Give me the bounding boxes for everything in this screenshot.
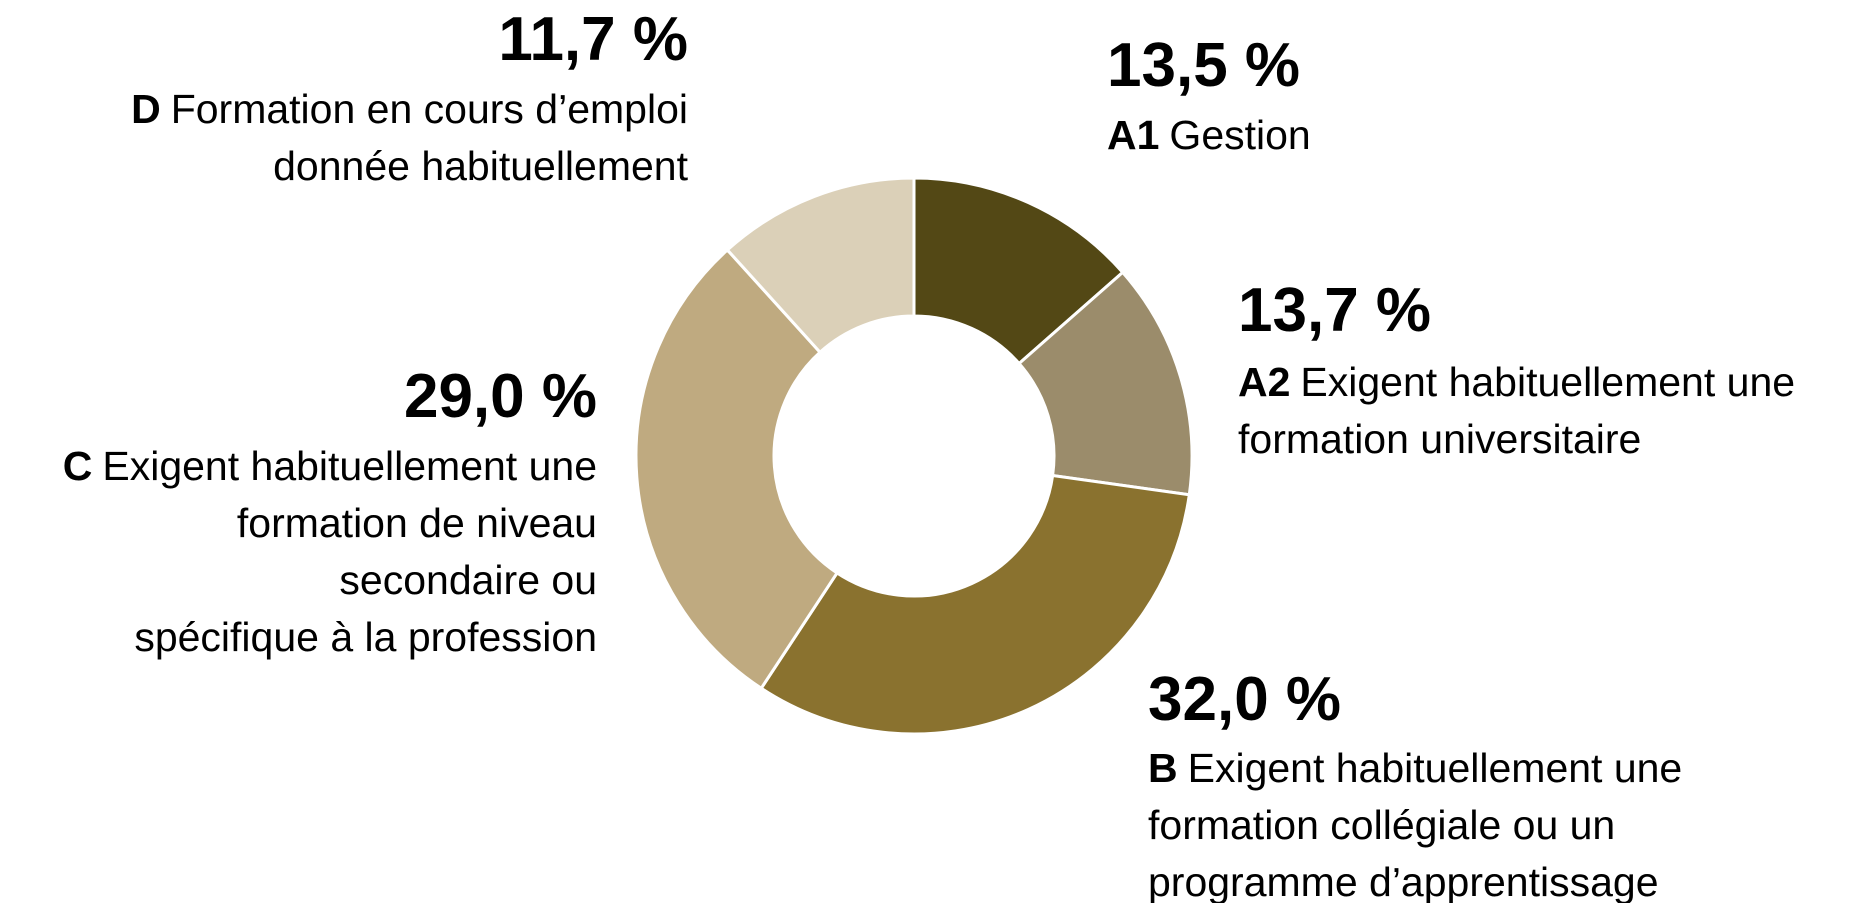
category-label: A2 Exigent habituellement une (1238, 359, 1795, 405)
category-code: D (131, 86, 161, 132)
value-label: 32,0 % (1148, 665, 1341, 734)
category-label-line: Gestion (1169, 112, 1310, 158)
category-label-line: Formation en cours d’emploi (171, 86, 688, 132)
category-label-line: programme d’apprentissage (1148, 859, 1659, 903)
value-label: 29,0 % (404, 362, 597, 431)
category-label-line: secondaire ou (339, 557, 597, 603)
category-label: A1 Gestion (1107, 112, 1311, 158)
category-label: secondaire ou (339, 557, 597, 603)
category-label-line: formation collégiale ou un (1148, 802, 1615, 848)
category-label: C Exigent habituellement une (63, 443, 597, 489)
category-label-line: Exigent habituellement une (1300, 359, 1795, 405)
category-label-line: donnée habituellement (273, 143, 688, 189)
donut-slice (1016, 270, 1194, 497)
category-code: B (1148, 745, 1178, 791)
donut-slice (634, 247, 840, 691)
value-label: 11,7 % (498, 5, 688, 74)
donut-slice (725, 176, 916, 355)
category-label-line: Exigent habituellement une (1188, 745, 1683, 791)
category-label-line: formation de niveau (237, 500, 597, 546)
category-code: C (63, 443, 93, 489)
category-label-line: formation universitaire (1238, 416, 1641, 462)
donut-slice (759, 473, 1191, 736)
category-label: donnée habituellement (273, 143, 688, 189)
category-label-line: Exigent habituellement une (102, 443, 597, 489)
category-code: A1 (1107, 112, 1159, 158)
category-label: spécifique à la profession (134, 614, 597, 660)
category-label-line: spécifique à la profession (134, 614, 597, 660)
category-label: formation universitaire (1238, 416, 1641, 462)
category-label: B Exigent habituellement une (1148, 745, 1682, 791)
category-code: A2 (1238, 359, 1290, 405)
category-label: formation collégiale ou un (1148, 802, 1615, 848)
value-label: 13,5 % (1107, 31, 1300, 100)
category-label: programme d’apprentissage (1148, 859, 1659, 903)
category-label: formation de niveau (237, 500, 597, 546)
category-label: D Formation en cours d’emploi (131, 86, 688, 132)
value-label: 13,7 % (1238, 276, 1431, 345)
